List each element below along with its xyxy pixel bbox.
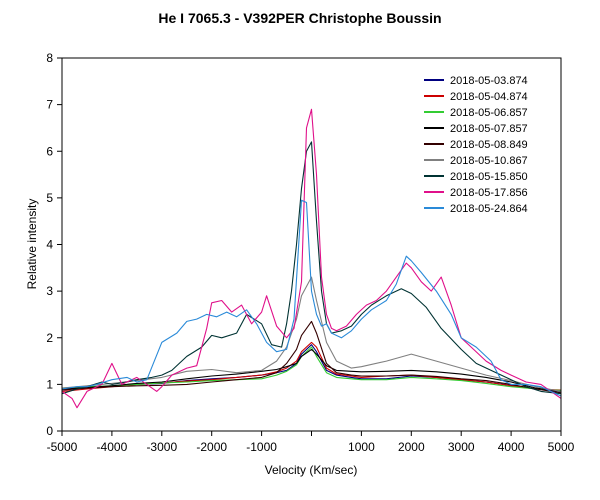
series-line-5 <box>61 320 562 394</box>
series-line-6 <box>61 276 562 392</box>
y-axis-label: Relative intensity <box>25 199 39 290</box>
x-tick-label: 1000 <box>348 440 375 454</box>
x-tick-label: 3000 <box>448 440 475 454</box>
axes-layer: -5000 -4000 -3000 -2000 -1000 1000 2000 3000 400… <box>46 51 574 454</box>
x-tick-label: 4000 <box>498 440 525 454</box>
y-tick-label: 1 <box>46 377 53 391</box>
x-tick-label: -2000 <box>196 440 227 454</box>
y-tick-label: 7 <box>46 98 53 112</box>
legend-label: 2018-05-24.864 <box>450 203 528 215</box>
legend-label: 2018-05-07.857 <box>450 123 528 135</box>
series-line-7 <box>61 141 562 395</box>
series-line-9 <box>61 199 562 397</box>
series-line-4 <box>61 348 562 392</box>
y-tick-label: 2 <box>46 331 53 345</box>
y-tick-label: 0 <box>46 424 53 438</box>
y-tick-label: 6 <box>46 144 53 158</box>
x-tick-label: -5000 <box>47 440 78 454</box>
series-line-3 <box>61 346 562 391</box>
legend-label: 2018-05-15.850 <box>450 171 528 183</box>
legend-label: 2018-05-08.849 <box>450 139 528 151</box>
series-line-8 <box>61 108 562 409</box>
legend: 2018-05-03.874 2018-05-04.874 2018-05-06.8… <box>424 75 528 215</box>
x-tick-label: -4000 <box>97 440 128 454</box>
y-tick-label: 8 <box>46 51 53 65</box>
y-tick-label: 4 <box>46 238 53 252</box>
x-tick-label: 2000 <box>398 440 425 454</box>
legend-label: 2018-05-17.856 <box>450 187 528 199</box>
legend-label: 2018-05-04.874 <box>450 91 528 103</box>
series-layer <box>61 108 562 409</box>
y-tick-label: 5 <box>46 191 53 205</box>
legend-label: 2018-05-06.857 <box>450 107 528 119</box>
x-tick-label: -3000 <box>146 440 177 454</box>
x-tick-label: 5000 <box>548 440 575 454</box>
x-tick-label: -1000 <box>246 440 277 454</box>
y-tick-label: 3 <box>46 284 53 298</box>
chart-title: He I 7065.3 - V392PER Christophe Boussin <box>158 10 442 26</box>
legend-label: 2018-05-03.874 <box>450 75 528 87</box>
x-axis-label: Velocity (Km/sec) <box>265 463 358 477</box>
legend-label: 2018-05-10.867 <box>450 155 528 167</box>
